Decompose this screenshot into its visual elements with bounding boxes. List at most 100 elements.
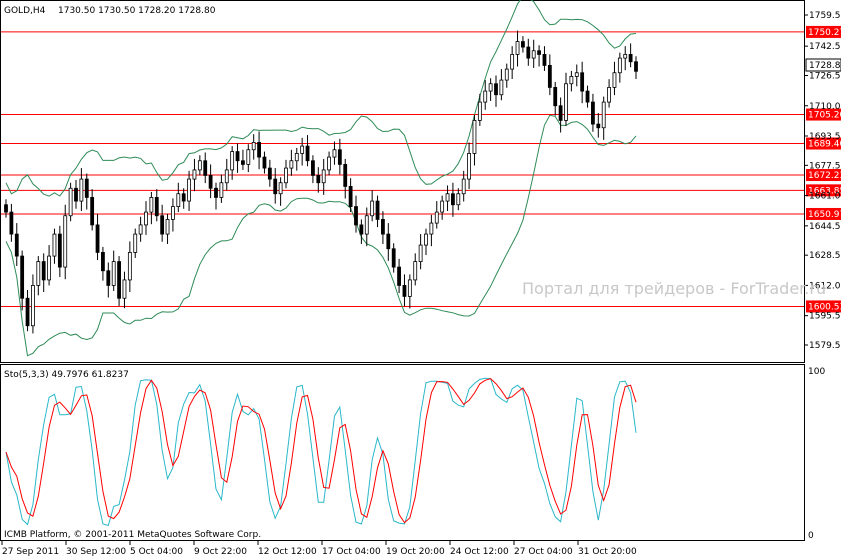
price-level-label: 1750.27 bbox=[808, 28, 841, 38]
candle-body bbox=[273, 178, 278, 195]
price-tick-label: 1612.00 bbox=[809, 281, 841, 291]
current-price-box bbox=[805, 58, 841, 72]
candle-body bbox=[171, 206, 175, 220]
candle-body bbox=[348, 186, 353, 207]
candle-body bbox=[311, 160, 315, 176]
candle-body bbox=[230, 151, 235, 171]
candle-body bbox=[117, 261, 121, 299]
candle-body bbox=[241, 160, 245, 165]
candle-body bbox=[165, 219, 170, 235]
candle-body bbox=[510, 54, 515, 70]
candle-body bbox=[84, 178, 89, 198]
candle-body bbox=[262, 156, 267, 169]
candle-body bbox=[354, 206, 358, 226]
candle-body bbox=[149, 197, 154, 213]
candle-body bbox=[31, 285, 35, 327]
band-line bbox=[5, 0, 637, 197]
candle-body bbox=[68, 187, 73, 217]
price-level-badge bbox=[806, 168, 841, 181]
candle-body bbox=[25, 297, 30, 327]
candle-body bbox=[634, 61, 638, 72]
candle-body bbox=[386, 233, 391, 250]
price-tick-label: 1742.50 bbox=[809, 42, 841, 52]
candle-body bbox=[547, 65, 552, 88]
candle-body bbox=[122, 279, 127, 299]
price-level-label: 1672.23 bbox=[808, 171, 841, 181]
candle-body bbox=[4, 204, 8, 213]
candle-body bbox=[289, 160, 294, 169]
candle-body bbox=[429, 222, 434, 235]
candle-body bbox=[402, 285, 407, 297]
candle-body bbox=[305, 145, 310, 162]
symbol-label: GOLD,H4 bbox=[4, 6, 46, 16]
price-tick-label: 1677.50 bbox=[809, 161, 841, 171]
copyright-label: ICMB Platform, © 2001-2011 MetaQuotes So… bbox=[4, 530, 261, 540]
candle-body bbox=[332, 149, 337, 158]
price-tick-label: 1579.50 bbox=[809, 341, 841, 351]
candle-body bbox=[337, 149, 342, 165]
candle-body bbox=[445, 193, 450, 202]
time-tick-label: 30 Sep 12:00 bbox=[66, 547, 126, 557]
candle-body bbox=[612, 72, 617, 88]
indicator-label: Sto(5,3,3) 49.7976 61.8237 bbox=[4, 370, 129, 380]
candle-body bbox=[585, 90, 590, 103]
time-tick-label: 24 Oct 12:00 bbox=[450, 547, 509, 557]
candle-body bbox=[499, 79, 504, 96]
price-tick-label: 1759.50 bbox=[809, 11, 841, 21]
candle-body bbox=[79, 178, 84, 202]
candle-body bbox=[343, 164, 348, 187]
candle-body bbox=[413, 261, 418, 281]
candle-body bbox=[526, 46, 531, 59]
candle-body bbox=[294, 153, 299, 162]
candle-body bbox=[176, 193, 181, 207]
watermark: Портал для трейдеров - ForTrader.ru bbox=[522, 279, 826, 298]
price-level-badge bbox=[806, 207, 841, 220]
candle-body bbox=[127, 252, 132, 281]
price-level-label: 1689.40 bbox=[808, 140, 841, 150]
candle-body bbox=[537, 50, 541, 55]
candle-body bbox=[197, 160, 202, 171]
candle-body bbox=[278, 182, 283, 195]
candle-body bbox=[327, 156, 331, 171]
candle-body bbox=[106, 270, 111, 286]
candle-body bbox=[472, 120, 477, 154]
stochastic-line bbox=[5, 377, 637, 527]
candle-body bbox=[187, 178, 191, 202]
time-tick-label: 9 Oct 22:00 bbox=[194, 547, 247, 557]
time-tick-label: 19 Oct 20:00 bbox=[386, 547, 445, 557]
candle-body bbox=[488, 83, 493, 92]
candle-body bbox=[553, 87, 558, 107]
time-tick-label: 5 Oct 04:00 bbox=[130, 547, 183, 557]
price-level-label: 1663.85 bbox=[808, 186, 841, 196]
candle-body bbox=[364, 215, 369, 235]
price-level-badge bbox=[806, 184, 841, 197]
candle-body bbox=[214, 187, 218, 198]
candle-body bbox=[477, 101, 482, 121]
candle-body bbox=[316, 175, 321, 184]
candle-body bbox=[381, 219, 385, 235]
candle-body bbox=[257, 142, 261, 158]
candle-body bbox=[494, 83, 498, 96]
candle-body bbox=[57, 233, 62, 268]
candle-body bbox=[418, 244, 423, 262]
candle-body bbox=[246, 149, 251, 165]
candle-body bbox=[531, 50, 536, 59]
candle-body bbox=[617, 57, 622, 74]
candle-body bbox=[95, 224, 100, 253]
candle-body bbox=[467, 153, 471, 180]
candle-body bbox=[133, 233, 138, 253]
bollinger-bands bbox=[5, 0, 637, 357]
price-level-badge bbox=[806, 108, 841, 121]
candle-body bbox=[9, 211, 14, 235]
candle-body bbox=[111, 261, 116, 286]
candles bbox=[4, 30, 638, 334]
candle-body bbox=[203, 160, 208, 176]
price-tick-label: 1628.50 bbox=[809, 251, 841, 261]
candle-body bbox=[391, 248, 396, 268]
price-tick-label: 1710.00 bbox=[809, 102, 841, 112]
time-tick-label: 17 Oct 04:00 bbox=[322, 547, 381, 557]
price-level-badge bbox=[806, 25, 841, 38]
candle-body bbox=[628, 54, 633, 63]
candle-body bbox=[558, 105, 563, 121]
